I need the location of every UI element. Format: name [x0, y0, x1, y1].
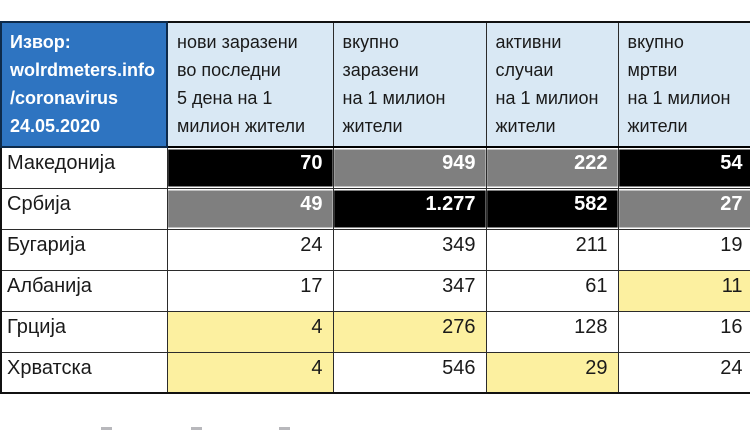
country-cell: Бугарија — [0, 228, 168, 271]
value-cell: 4 — [166, 351, 334, 394]
table-row: Грција 4 276 128 16 — [0, 310, 750, 353]
value-cell: 19 — [617, 228, 750, 271]
value-cell: 27 — [617, 187, 750, 230]
value-cell: 211 — [485, 228, 619, 271]
value-cell: 582 — [485, 187, 619, 230]
country-cell: Грција — [0, 310, 168, 353]
table-row: Бугарија 24 349 211 19 — [0, 228, 750, 271]
value-cell: 276 — [332, 310, 487, 353]
value-cell: 70 — [166, 146, 334, 189]
value-cell: 546 — [332, 351, 487, 394]
value-cell: 24 — [617, 351, 750, 394]
table-row: Албанија 17 347 61 11 — [0, 269, 750, 312]
cutoff-text-fragment — [101, 427, 112, 430]
value-cell: 54 — [617, 146, 750, 189]
table-row: Македонија 70 949 222 54 — [0, 146, 750, 189]
value-cell: 1.277 — [332, 187, 487, 230]
table-header: Извор: wolrdmeters.info /coronavirus 24.… — [0, 21, 750, 148]
country-cell: Хрватска — [0, 351, 168, 394]
value-cell: 49 — [166, 187, 334, 230]
table-row: Србија 49 1.277 582 27 — [0, 187, 750, 230]
value-cell: 61 — [485, 269, 619, 312]
value-cell: 349 — [332, 228, 487, 271]
header-row: Извор: wolrdmeters.info /coronavirus 24.… — [0, 21, 750, 148]
table-body: Македонија 70 949 222 54 Србија 49 1.277 582 27 Бу… — [0, 146, 750, 394]
value-cell: 222 — [485, 146, 619, 189]
country-cell: Србија — [0, 187, 168, 230]
value-cell: 17 — [166, 269, 334, 312]
value-cell: 29 — [485, 351, 619, 394]
country-cell: Македонија — [0, 146, 168, 189]
value-cell: 949 — [332, 146, 487, 189]
value-cell: 11 — [617, 269, 750, 312]
column-header-total-deaths: вкупно мртви на 1 милион жители — [617, 21, 750, 148]
value-cell: 16 — [617, 310, 750, 353]
column-header-active-cases: активни случаи на 1 милион жители — [485, 21, 619, 148]
source-cell: Извор: wolrdmeters.info /coronavirus 24.… — [0, 21, 168, 148]
value-cell: 4 — [166, 310, 334, 353]
value-cell: 24 — [166, 228, 334, 271]
value-cell: 128 — [485, 310, 619, 353]
country-cell: Албанија — [0, 269, 168, 312]
value-cell: 347 — [332, 269, 487, 312]
column-header-new-infected: нови заразени во последни 5 дена на 1 ми… — [166, 21, 334, 148]
table-row: Хрватска 4 546 29 24 — [0, 351, 750, 394]
covid-stats-table: Извор: wolrdmeters.info /coronavirus 24.… — [0, 21, 750, 394]
cutoff-text-fragment — [191, 427, 202, 430]
column-header-total-infected: вкупно заразени на 1 милион жители — [332, 21, 487, 148]
cutoff-text-fragment — [279, 427, 290, 430]
